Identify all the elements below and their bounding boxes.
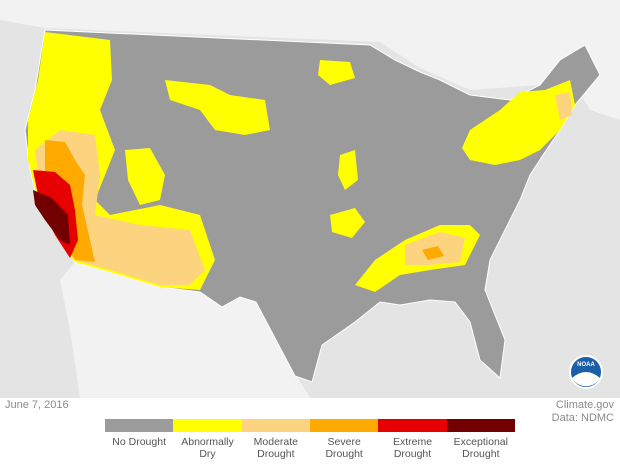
drought-area [555,92,572,120]
drought-area [462,80,575,165]
drought-area [318,60,355,85]
logo-text: NOAA [577,362,595,368]
legend-label: Exceptional Drought [453,436,508,460]
us-outline [24,29,601,383]
mexico [60,262,310,398]
legend-swatch [446,419,515,432]
legend-label: No Drought [112,436,166,448]
legend-label: Extreme Drought [392,436,433,460]
drought-area [338,150,358,190]
legend-label: Moderate Drought [253,436,298,460]
legend-swatch [105,419,174,432]
noaa-logo: NOAA [569,355,603,389]
drought-area [125,148,165,205]
legend-label: Abnormally Dry [181,436,234,460]
logo-wave [572,372,600,387]
drought-area [330,208,365,238]
legend-swatch [241,419,310,432]
canada [0,0,620,120]
legend-swatch [310,419,379,432]
legend-swatch [378,419,447,432]
drought-area [165,80,270,135]
date: June 7, 2016 [5,399,69,411]
legend-swatch [173,419,242,432]
source: Data: NDMC [551,412,614,424]
legend: No Drought Abnormally Dry Moderate Drought… [105,419,515,464]
drought-area [33,190,70,245]
drought-area [422,246,444,260]
map: NOAA [0,0,620,398]
credit: Climate.gov [555,399,614,411]
legend-label: Severe Drought [325,436,363,460]
